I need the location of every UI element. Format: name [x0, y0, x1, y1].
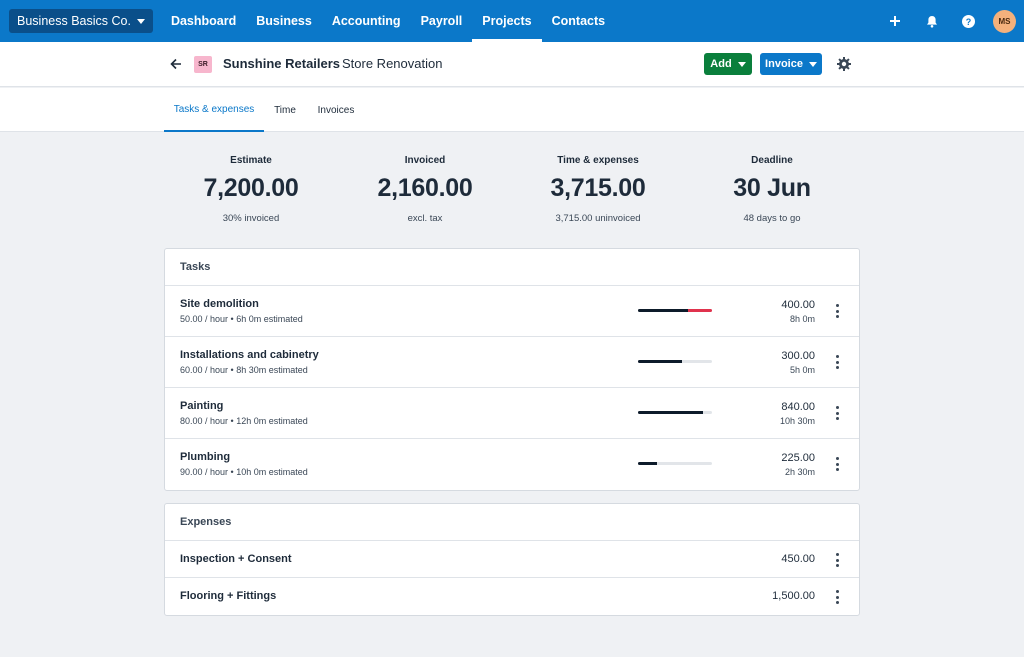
expense-amount: 450.00 [781, 553, 815, 565]
task-progress-bar [638, 360, 712, 363]
task-row[interactable]: Installations and cabinetry 60.00 / hour… [165, 337, 859, 388]
gear-icon[interactable] [836, 56, 852, 72]
more-icon[interactable] [831, 457, 843, 471]
task-row[interactable]: Plumbing 90.00 / hour • 10h 0m estimated… [165, 439, 859, 490]
more-icon[interactable] [831, 406, 843, 420]
chevron-down-icon [136, 18, 145, 24]
client-badge: SR [194, 56, 212, 73]
task-hours: 8h 0m [789, 314, 815, 324]
org-name: Business Basics Co. [17, 14, 131, 28]
tasks-card: Tasks Site demolition 50.00 / hour • 6h … [164, 248, 860, 491]
task-amount: 400.00 [781, 299, 815, 311]
task-meta: 80.00 / hour • 12h 0m estimated [180, 416, 308, 426]
nav-actions: ? MS [876, 0, 1016, 42]
stat-value: 3,715.00 [550, 174, 646, 202]
task-row[interactable]: Painting 80.00 / hour • 12h 0m estimated… [165, 388, 859, 439]
project-header: SR Sunshine Retailers Store Renovation A… [0, 42, 1024, 87]
stat-label: Invoiced [404, 155, 446, 166]
task-progress-bar [638, 309, 712, 312]
add-button[interactable]: Add [704, 53, 752, 75]
back-arrow-icon[interactable] [168, 56, 184, 72]
stat-value: 7,200.00 [203, 174, 299, 202]
chevron-down-icon [737, 61, 746, 67]
expenses-title: Expenses [165, 504, 859, 541]
nav-projects[interactable]: Projects [472, 0, 542, 42]
stat-sub: 30% invoiced [222, 213, 280, 224]
tasks-title: Tasks [165, 249, 859, 286]
stat-invoiced: Invoiced 2,160.00 excl. tax [335, 155, 515, 224]
expense-name: Inspection + Consent [180, 553, 292, 565]
stat-value: 2,160.00 [377, 174, 473, 202]
help-icon[interactable]: ? [950, 0, 987, 42]
stat-sub: 48 days to go [743, 213, 801, 224]
task-row[interactable]: Site demolition 50.00 / hour • 6h 0m est… [165, 286, 859, 337]
nav-accounting[interactable]: Accounting [331, 14, 401, 28]
task-amount: 300.00 [781, 350, 815, 362]
task-name: Painting [180, 400, 224, 412]
nav-payroll[interactable]: Payroll [420, 14, 463, 28]
top-nav: Business Basics Co. Dashboard Business A… [0, 0, 1024, 42]
task-meta: 50.00 / hour • 6h 0m estimated [180, 314, 303, 324]
project-name: Store Renovation [342, 56, 443, 71]
stat-sub: excl. tax [407, 213, 443, 224]
avatar[interactable]: MS [993, 9, 1016, 33]
nav-contacts[interactable]: Contacts [551, 14, 606, 28]
nav-business[interactable]: Business [256, 14, 312, 28]
add-button-label: Add [710, 58, 732, 70]
invoice-button-label: Invoice [765, 58, 803, 70]
chevron-down-icon [808, 61, 817, 67]
task-name: Plumbing [180, 451, 231, 463]
nav-dashboard[interactable]: Dashboard [170, 14, 237, 28]
svg-text:?: ? [966, 17, 972, 27]
tab-time[interactable]: Time [274, 104, 296, 116]
task-progress-bar [638, 411, 712, 414]
task-hours: 10h 30m [779, 416, 815, 426]
expense-amount: 1,500.00 [772, 590, 815, 602]
task-amount: 840.00 [781, 401, 815, 413]
task-amount: 225.00 [781, 452, 815, 464]
client-name: Sunshine Retailers [223, 56, 341, 71]
more-icon[interactable] [831, 590, 843, 604]
tabs: Tasks & expenses Time Invoices [0, 88, 1024, 132]
task-meta: 90.00 / hour • 10h 0m estimated [180, 467, 308, 477]
expense-row[interactable]: Inspection + Consent 450.00 [165, 541, 859, 578]
nav-links: Dashboard Business Accounting Payroll Pr… [161, 0, 615, 42]
stat-label: Time & expenses [557, 155, 639, 166]
expense-name: Flooring + Fittings [180, 590, 277, 602]
more-icon[interactable] [831, 355, 843, 369]
more-icon[interactable] [831, 304, 843, 318]
tab-invoices[interactable]: Invoices [317, 104, 355, 116]
stat-label: Deadline [751, 155, 793, 166]
expenses-card: Expenses Inspection + Consent 450.00 Flo… [164, 503, 860, 616]
stat-value: 30 Jun [733, 174, 811, 202]
invoice-button[interactable]: Invoice [760, 53, 822, 75]
org-switcher[interactable]: Business Basics Co. [9, 9, 153, 33]
stat-time-expenses: Time & expenses 3,715.00 3,715.00 uninvo… [508, 155, 688, 224]
expense-row[interactable]: Flooring + Fittings 1,500.00 [165, 578, 859, 615]
bell-icon[interactable] [913, 0, 950, 42]
task-meta: 60.00 / hour • 8h 30m estimated [180, 365, 308, 375]
stat-label: Estimate [230, 155, 272, 166]
plus-icon[interactable] [876, 0, 913, 42]
task-hours: 5h 0m [789, 365, 815, 375]
stat-sub: 3,715.00 uninvoiced [555, 213, 641, 224]
task-name: Installations and cabinetry [180, 349, 319, 361]
tab-tasks-expenses[interactable]: Tasks & expenses [164, 88, 264, 132]
more-icon[interactable] [831, 553, 843, 567]
stat-estimate: Estimate 7,200.00 30% invoiced [161, 155, 341, 224]
stat-deadline: Deadline 30 Jun 48 days to go [682, 155, 862, 224]
task-hours: 2h 30m [784, 467, 815, 477]
task-progress-bar [638, 462, 712, 465]
task-name: Site demolition [180, 298, 259, 310]
